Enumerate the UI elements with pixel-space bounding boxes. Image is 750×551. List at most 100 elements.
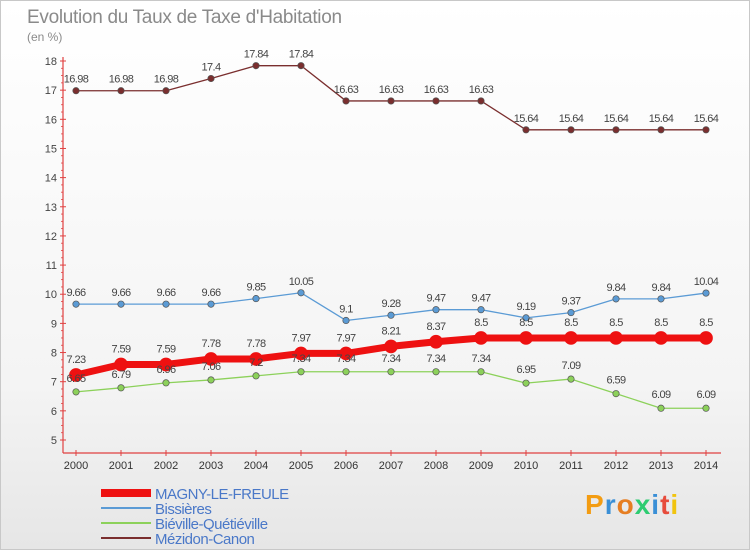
y-tick-label: 8 (51, 348, 57, 360)
x-tick-label: 2003 (199, 460, 223, 472)
data-label-bieville-quetieville: 7.06 (201, 361, 220, 373)
logo-letter: i (670, 489, 680, 520)
data-label-bissieres: 9.84 (606, 282, 625, 294)
data-point-bieville-quetieville (72, 388, 80, 396)
data-label-bieville-quetieville: 6.65 (66, 373, 85, 385)
logo-letter: x (634, 489, 652, 520)
data-point-mezidon-canon (477, 97, 485, 105)
y-tick-label: 9 (51, 318, 57, 330)
data-label-bieville-quetieville: 7.2 (249, 357, 263, 369)
y-tick-label: 10 (45, 289, 57, 301)
logo-letter: i (651, 489, 661, 520)
data-point-bieville-quetieville (477, 368, 485, 376)
data-point-bieville-quetieville (297, 368, 305, 376)
data-point-bissieres (117, 300, 125, 308)
logo-letter: P (585, 489, 605, 520)
x-tick-label: 2008 (424, 460, 448, 472)
data-point-mezidon-canon (432, 97, 440, 105)
data-point-mezidon-canon (522, 126, 530, 134)
data-label-bieville-quetieville: 7.34 (336, 353, 355, 365)
data-label-mezidon-canon: 15.64 (514, 113, 539, 125)
data-label-magny-le-freule: 8.5 (519, 317, 533, 329)
data-label-magny-le-freule: 7.23 (66, 354, 85, 366)
data-label-bissieres: 9.85 (246, 282, 265, 294)
data-point-bieville-quetieville (702, 404, 710, 412)
chart-unit-label: (en %) (27, 30, 63, 44)
data-label-magny-le-freule: 8.5 (609, 317, 623, 329)
data-label-mezidon-canon: 16.63 (469, 84, 494, 96)
data-point-bissieres (477, 306, 485, 314)
data-label-bissieres: 9.28 (381, 298, 400, 310)
data-label-magny-le-freule: 8.5 (654, 317, 668, 329)
data-label-bieville-quetieville: 6.96 (156, 364, 175, 376)
data-point-mezidon-canon (207, 74, 215, 83)
data-label-magny-le-freule: 7.59 (111, 343, 130, 355)
data-label-mezidon-canon: 16.98 (64, 74, 89, 86)
x-tick-label: 2004 (244, 460, 268, 472)
data-label-bissieres: 9.19 (516, 301, 535, 313)
data-label-magny-le-freule: 7.97 (336, 332, 355, 344)
data-point-bieville-quetieville (567, 375, 575, 383)
data-point-bieville-quetieville (432, 368, 440, 376)
data-label-mezidon-canon: 17.4 (201, 61, 220, 73)
data-point-bieville-quetieville (252, 372, 260, 380)
data-label-magny-le-freule: 8.21 (381, 325, 400, 337)
data-point-bissieres (522, 314, 530, 322)
y-tick-label: 7 (51, 377, 57, 389)
data-label-bissieres: 9.47 (471, 293, 490, 305)
data-label-mezidon-canon: 17.84 (244, 49, 269, 61)
data-label-bissieres: 9.66 (111, 287, 130, 299)
data-point-bieville-quetieville (162, 379, 170, 387)
data-point-bissieres (342, 316, 350, 325)
legend-label-bissieres: Bissières (155, 501, 211, 518)
data-label-bissieres: 9.84 (651, 282, 670, 294)
data-point-bieville-quetieville (387, 368, 395, 376)
data-label-bieville-quetieville: 6.09 (651, 389, 670, 401)
data-label-magny-le-freule: 7.59 (156, 343, 175, 355)
y-tick-label: 11 (46, 260, 57, 272)
data-label-mezidon-canon: 15.64 (559, 113, 584, 125)
proxiti-logo: Proxiti (585, 489, 679, 521)
x-tick-label: 2002 (154, 460, 178, 472)
x-tick-label: 2012 (604, 460, 628, 472)
data-point-bissieres (72, 300, 80, 308)
data-point-bissieres (387, 311, 395, 319)
data-point-mezidon-canon (297, 62, 305, 70)
x-tick-label: 2010 (514, 460, 538, 472)
data-label-magny-le-freule: 8.5 (564, 317, 578, 329)
logo-letter: t (660, 489, 671, 520)
data-point-magny-le-freule (429, 334, 443, 349)
y-tick-label: 14 (45, 173, 57, 185)
data-label-bissieres: 9.1 (339, 303, 353, 315)
logo-letter: o (616, 489, 635, 520)
logo-letter: r (604, 489, 617, 520)
legend-label-magny-le-freule: MAGNY-LE-FREULE (155, 486, 289, 503)
data-point-mezidon-canon (342, 97, 350, 105)
data-label-bissieres: 9.37 (561, 296, 580, 308)
x-tick-label: 2011 (559, 460, 583, 472)
y-tick-label: 15 (45, 143, 57, 155)
data-label-magny-le-freule: 8.5 (474, 317, 488, 329)
data-point-bissieres (252, 295, 260, 303)
y-tick-label: 5 (51, 435, 57, 447)
data-point-magny-le-freule (339, 346, 353, 361)
data-point-mezidon-canon (657, 126, 665, 134)
data-point-bissieres (612, 295, 620, 303)
data-point-bissieres (657, 295, 665, 303)
legend-label-mezidon-canon: Mézidon-Canon (155, 531, 255, 548)
data-label-bieville-quetieville: 6.79 (111, 369, 130, 381)
data-point-mezidon-canon (702, 126, 710, 134)
data-point-magny-le-freule (654, 331, 668, 345)
data-label-bissieres: 10.05 (289, 276, 314, 288)
data-label-bieville-quetieville: 7.09 (561, 360, 580, 372)
y-tick-label: 16 (45, 114, 57, 126)
data-point-mezidon-canon (612, 126, 620, 134)
data-point-magny-le-freule (69, 368, 83, 382)
x-tick-label: 2006 (334, 460, 358, 472)
data-point-magny-le-freule (249, 352, 263, 366)
data-point-bissieres (297, 289, 305, 297)
data-label-bissieres: 9.66 (156, 287, 175, 299)
data-point-magny-le-freule (699, 331, 713, 345)
